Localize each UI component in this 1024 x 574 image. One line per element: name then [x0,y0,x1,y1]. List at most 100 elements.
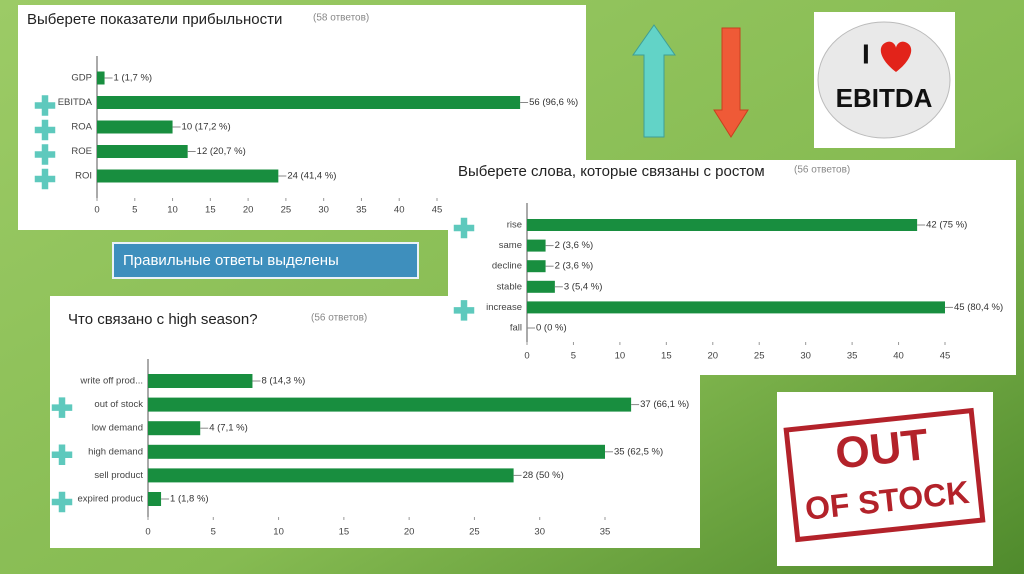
value-label: 3 (5,4 %) [564,281,603,292]
value-label: 1 (1,7 %) [114,73,153,84]
category-label: fall [510,323,522,334]
chart-title: Что связано с high season? [68,311,258,328]
x-tick-label: 40 [893,351,904,362]
x-tick-label: 0 [145,527,150,538]
x-tick-label: 10 [167,205,178,216]
value-label: 4 (7,1 %) [209,423,248,434]
x-tick-label: 15 [205,205,216,216]
bar [527,301,945,314]
stamp-text: OUT [833,420,931,478]
bar [97,145,188,158]
category-label: same [499,240,522,251]
plus-icon [50,490,74,514]
category-label: write off prod... [79,376,143,387]
badge [817,21,951,139]
x-tick-label: 30 [800,351,811,362]
plus-icon [33,142,57,167]
category-label: GDP [71,73,92,84]
x-tick-label: 30 [318,205,329,216]
x-tick-label: 10 [273,527,284,538]
x-tick-label: 25 [754,351,765,362]
value-label: 45 (80,4 %) [954,302,1003,313]
arrow-down [713,27,749,138]
x-tick-label: 5 [132,205,137,216]
bar [97,169,279,183]
x-tick-label: 0 [524,351,529,362]
heart [880,41,912,72]
value-label: 2 (3,6 %) [555,240,594,251]
x-tick-label: 35 [847,351,858,362]
badge-text: EBITDA [836,83,933,113]
chart-title: Выберете слова, которые связаны с ростом [458,163,765,180]
bar [97,120,173,134]
banner-box [112,242,419,279]
x-tick-label: 45 [940,351,951,362]
category-label: increase [486,302,522,313]
x-tick-label: 15 [661,351,672,362]
bar [97,96,521,109]
stamp-border [783,407,986,543]
x-tick-label: 10 [615,351,626,362]
plus-icon [50,443,74,467]
x-tick-label: 20 [404,527,415,538]
bar [148,421,201,436]
category-label: sell product [94,470,143,481]
x-tick-label: 30 [534,527,545,538]
banner: Правильные ответы выделены [123,252,339,269]
x-tick-label: 15 [339,527,350,538]
badge-text: I [862,38,870,69]
chart-subtitle: (58 ответов) [313,13,369,24]
x-tick-label: 35 [356,205,367,216]
x-tick-label: 25 [469,527,480,538]
x-tick-label: 20 [243,205,254,216]
value-label: 42 (75 %) [926,220,967,231]
plus-icon [33,118,57,142]
category-label: stable [497,281,522,292]
bar [148,444,605,459]
chart-subtitle: (56 ответов) [311,313,367,324]
category-label: EBITDA [58,97,93,108]
value-label: 2 (3,6 %) [555,261,594,272]
category-label: decline [492,261,522,272]
value-label: 24 (41,4 %) [287,171,336,182]
x-tick-label: 20 [707,351,718,362]
x-tick-label: 5 [571,351,576,362]
bar [527,280,555,293]
category-label: ROA [71,122,92,133]
plus-icon [452,216,476,240]
bar [148,492,162,506]
value-label: 28 (50 %) [523,470,564,481]
x-tick-label: 25 [281,205,292,216]
value-label: 37 (66,1 %) [640,399,689,410]
x-tick-label: 45 [432,205,443,216]
bar [148,397,632,412]
arrow-up [632,24,676,138]
plus-icon [33,93,57,118]
category-label: high demand [88,446,143,457]
x-tick-label: 0 [94,205,99,216]
bar [527,260,546,273]
bar [527,219,918,231]
chart-title: Выберете показатели прибыльности [27,11,282,28]
category-label: expired product [78,494,144,505]
value-label: 1 (1,8 %) [170,494,209,505]
bar [527,239,546,252]
x-tick-label: 5 [211,527,216,538]
category-label: low demand [92,423,143,434]
plus-icon [50,395,74,420]
value-label: 8 (14,3 %) [261,376,305,387]
bar [97,71,105,85]
x-tick-label: 40 [394,205,405,216]
bar [148,374,253,388]
value-label: 10 (17,2 %) [182,122,231,133]
value-label: 56 (96,6 %) [529,97,578,108]
x-tick-label: 35 [600,527,611,538]
category-label: ROI [75,171,92,182]
category-label: rise [507,220,522,231]
category-label: ROE [71,146,92,157]
bar [148,468,514,483]
chart-subtitle: (56 ответов) [794,165,850,176]
value-label: 12 (20,7 %) [197,146,246,157]
category-label: out of stock [94,399,143,410]
